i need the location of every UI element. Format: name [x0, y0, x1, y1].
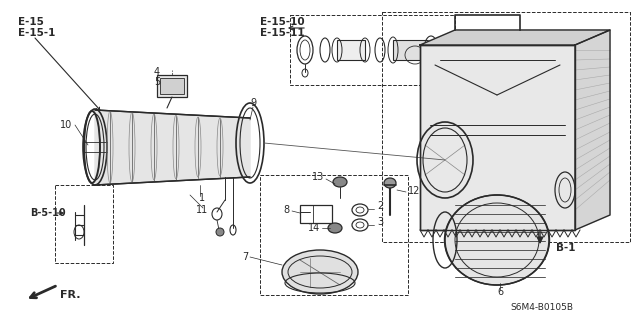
Text: 7: 7: [242, 252, 248, 262]
Text: B-1: B-1: [556, 243, 575, 253]
Polygon shape: [95, 110, 250, 185]
Polygon shape: [575, 30, 610, 230]
Text: E-15-11: E-15-11: [260, 28, 305, 38]
Bar: [393, 40, 431, 60]
Polygon shape: [420, 30, 610, 45]
Text: 10: 10: [60, 120, 72, 130]
Ellipse shape: [384, 178, 396, 188]
Text: 12: 12: [408, 186, 420, 196]
Text: S6M4-B0105B: S6M4-B0105B: [510, 302, 573, 311]
Bar: [420, 45, 575, 230]
Bar: [337, 40, 365, 60]
Ellipse shape: [216, 228, 224, 236]
Text: E-15-1: E-15-1: [18, 28, 56, 38]
Ellipse shape: [333, 177, 347, 187]
Ellipse shape: [445, 195, 550, 285]
Text: 4: 4: [154, 67, 160, 77]
Bar: [260, 175, 408, 295]
Text: E-15-10: E-15-10: [260, 17, 305, 27]
Bar: [420, 45, 575, 230]
Bar: [290, 15, 455, 85]
Bar: [382, 12, 630, 242]
Text: 13: 13: [312, 172, 324, 182]
Text: 3: 3: [377, 217, 383, 227]
Text: 11: 11: [196, 205, 208, 215]
Text: 5: 5: [154, 77, 160, 87]
Bar: [160, 78, 184, 94]
Text: FR.: FR.: [60, 290, 81, 300]
Bar: [55, 185, 113, 263]
Ellipse shape: [282, 250, 358, 294]
Ellipse shape: [328, 223, 342, 233]
Text: 2: 2: [377, 201, 383, 211]
Text: 14: 14: [308, 223, 320, 233]
Bar: [157, 75, 187, 97]
Text: E-15: E-15: [18, 17, 44, 27]
Text: 6: 6: [497, 287, 503, 297]
Text: 9: 9: [250, 98, 256, 108]
Text: B-5-10: B-5-10: [30, 208, 66, 218]
Text: 1: 1: [199, 193, 205, 203]
Text: 8: 8: [284, 205, 290, 215]
Bar: [300, 205, 332, 223]
